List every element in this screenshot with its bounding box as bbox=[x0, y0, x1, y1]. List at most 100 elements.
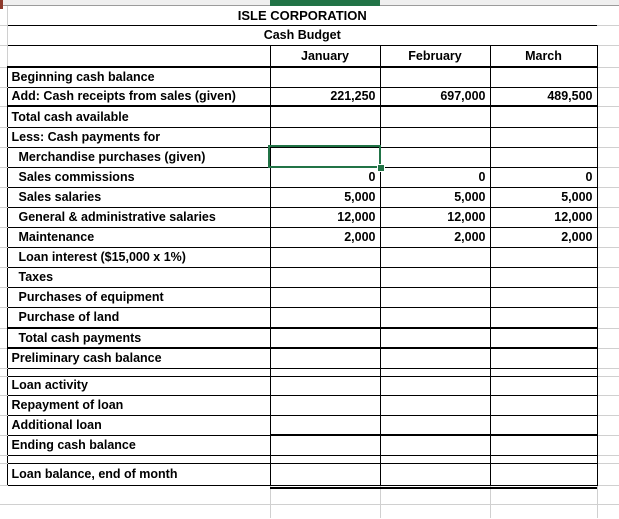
sliver-cell[interactable] bbox=[597, 307, 619, 329]
sliver-cell[interactable] bbox=[0, 267, 7, 288]
sliver-cell[interactable] bbox=[597, 187, 619, 208]
value-cell[interactable]: 5,000 bbox=[380, 187, 491, 208]
sliver-cell[interactable] bbox=[0, 504, 7, 518]
sliver-cell[interactable] bbox=[597, 504, 619, 518]
value-cell[interactable] bbox=[380, 147, 491, 168]
sliver-cell[interactable] bbox=[597, 207, 619, 228]
value-cell[interactable] bbox=[380, 67, 491, 88]
value-cell[interactable] bbox=[490, 106, 598, 128]
value-cell[interactable] bbox=[270, 267, 381, 288]
empty-cell[interactable] bbox=[380, 504, 491, 518]
sliver-cell[interactable] bbox=[0, 127, 7, 148]
value-cell[interactable] bbox=[270, 463, 381, 486]
value-cell[interactable] bbox=[380, 435, 491, 456]
label-cell[interactable]: Preliminary cash balance bbox=[6, 348, 271, 369]
sliver-cell[interactable] bbox=[597, 127, 619, 148]
value-cell[interactable] bbox=[490, 267, 598, 288]
fill-handle[interactable] bbox=[377, 164, 385, 172]
sliver-cell[interactable] bbox=[0, 368, 7, 377]
value-cell[interactable] bbox=[380, 348, 491, 369]
selected-cell-outline[interactable] bbox=[268, 145, 381, 168]
sliver-cell[interactable] bbox=[597, 267, 619, 288]
value-cell[interactable] bbox=[490, 376, 598, 396]
sliver-cell[interactable] bbox=[597, 455, 619, 464]
sliver-cell[interactable] bbox=[597, 485, 619, 505]
value-cell[interactable] bbox=[490, 463, 598, 486]
value-cell[interactable] bbox=[490, 247, 598, 268]
value-cell[interactable]: 5,000 bbox=[270, 187, 381, 208]
sliver-cell[interactable] bbox=[0, 207, 7, 228]
label-cell[interactable]: Total cash payments bbox=[6, 328, 271, 349]
value-cell[interactable] bbox=[270, 247, 381, 268]
value-cell[interactable]: 221,250 bbox=[270, 87, 381, 107]
value-cell[interactable] bbox=[380, 463, 491, 486]
value-cell[interactable]: 12,000 bbox=[380, 207, 491, 228]
value-cell[interactable]: 0 bbox=[270, 167, 381, 188]
value-cell[interactable]: 12,000 bbox=[270, 207, 381, 228]
value-cell[interactable] bbox=[490, 435, 598, 456]
label-cell[interactable]: Beginning cash balance bbox=[6, 67, 271, 88]
sliver-cell[interactable] bbox=[0, 328, 7, 349]
sliver-cell[interactable] bbox=[0, 395, 7, 416]
value-cell[interactable] bbox=[490, 348, 598, 369]
sliver-cell[interactable] bbox=[597, 348, 619, 369]
label-cell[interactable]: Loan interest ($15,000 x 1%) bbox=[6, 247, 271, 268]
sheet-title[interactable]: ISLE CORPORATION bbox=[6, 5, 597, 26]
value-cell[interactable] bbox=[490, 415, 598, 436]
sliver-cell[interactable] bbox=[0, 25, 7, 46]
spacer-label-cell[interactable] bbox=[6, 368, 271, 377]
value-cell[interactable] bbox=[380, 307, 491, 329]
empty-cell[interactable] bbox=[490, 504, 598, 518]
value-cell[interactable]: 2,000 bbox=[270, 227, 381, 248]
label-cell[interactable]: Purchase of land bbox=[6, 307, 271, 329]
column-header-february[interactable]: February bbox=[380, 45, 491, 68]
label-cell[interactable]: Total cash available bbox=[6, 106, 271, 128]
label-cell[interactable]: Sales commissions bbox=[6, 167, 271, 188]
sliver-cell[interactable] bbox=[0, 287, 7, 308]
spacer-value-cell[interactable] bbox=[490, 455, 598, 464]
value-cell[interactable] bbox=[490, 147, 598, 168]
value-cell[interactable] bbox=[380, 395, 491, 416]
sliver-cell[interactable] bbox=[597, 247, 619, 268]
empty-cell[interactable] bbox=[7, 504, 271, 518]
value-cell[interactable] bbox=[270, 307, 381, 329]
sliver-cell[interactable] bbox=[597, 227, 619, 248]
sliver-cell[interactable] bbox=[0, 463, 7, 486]
sliver-cell[interactable] bbox=[0, 348, 7, 369]
label-cell[interactable]: Maintenance bbox=[6, 227, 271, 248]
value-cell[interactable] bbox=[270, 106, 381, 128]
sliver-cell[interactable] bbox=[0, 5, 7, 26]
label-cell[interactable]: Purchases of equipment bbox=[6, 287, 271, 308]
sliver-cell[interactable] bbox=[0, 67, 7, 88]
empty-cell[interactable] bbox=[270, 504, 381, 518]
sliver-cell[interactable] bbox=[597, 463, 619, 486]
sliver-cell[interactable] bbox=[597, 67, 619, 88]
label-cell[interactable]: Add: Cash receipts from sales (given) bbox=[6, 87, 271, 107]
sliver-cell[interactable] bbox=[0, 45, 7, 68]
value-cell[interactable] bbox=[380, 127, 491, 148]
value-cell[interactable] bbox=[380, 106, 491, 128]
column-header-march[interactable]: March bbox=[490, 45, 598, 68]
spacer-value-cell[interactable] bbox=[490, 368, 598, 377]
value-cell[interactable]: 697,000 bbox=[380, 87, 491, 107]
sliver-cell[interactable] bbox=[0, 106, 7, 128]
empty-cell[interactable] bbox=[7, 485, 271, 505]
value-cell[interactable] bbox=[270, 376, 381, 396]
label-cell[interactable]: Taxes bbox=[6, 267, 271, 288]
sliver-cell[interactable] bbox=[597, 376, 619, 396]
value-cell[interactable] bbox=[380, 287, 491, 308]
value-cell[interactable] bbox=[380, 267, 491, 288]
label-cell[interactable]: Ending cash balance bbox=[6, 435, 271, 456]
sliver-cell[interactable] bbox=[0, 415, 7, 436]
sliver-cell[interactable] bbox=[0, 376, 7, 396]
label-cell[interactable]: Merchandise purchases (given) bbox=[6, 147, 271, 168]
sliver-cell[interactable] bbox=[0, 227, 7, 248]
label-cell[interactable]: Less: Cash payments for bbox=[6, 127, 271, 148]
value-cell[interactable] bbox=[380, 328, 491, 349]
value-cell[interactable] bbox=[270, 415, 381, 436]
value-cell[interactable] bbox=[270, 435, 381, 456]
label-cell[interactable]: Loan balance, end of month bbox=[6, 463, 271, 486]
value-cell[interactable]: 2,000 bbox=[380, 227, 491, 248]
sliver-cell[interactable] bbox=[597, 435, 619, 456]
value-cell[interactable] bbox=[270, 67, 381, 88]
